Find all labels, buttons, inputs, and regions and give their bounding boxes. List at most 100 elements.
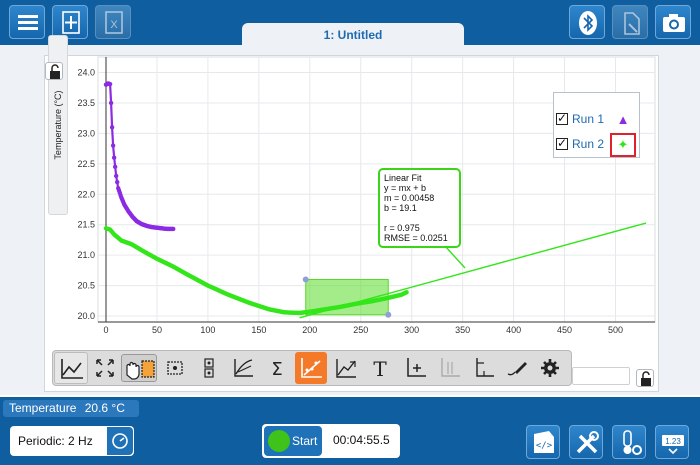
x-tick-label: 350 [455, 325, 470, 335]
sensor-meter[interactable]: Temperature 20.6 °C ▲ [3, 400, 139, 431]
x-tick-label: 300 [404, 325, 419, 335]
y-tick-label: 20.0 [77, 311, 95, 321]
data-point [113, 173, 119, 179]
selection-handle [302, 276, 309, 283]
collection-mode-label: Periodic: 2 Hz [18, 434, 93, 448]
meter-view-button[interactable]: 1.23 [655, 425, 689, 459]
interpolate-button[interactable] [195, 354, 223, 382]
diamond-marker-icon[interactable]: ✦ [610, 133, 636, 157]
annotation-button[interactable]: T [366, 354, 394, 382]
add-view-icon [407, 358, 426, 377]
y-tick-label: 22.5 [77, 159, 95, 169]
svg-text:X: X [110, 19, 118, 31]
integral-icon [336, 359, 356, 378]
fit-intercept: b = 19.1 [384, 203, 417, 213]
y-tick-label: 21.5 [77, 220, 95, 230]
y-tick-label: 23.5 [77, 98, 95, 108]
y-tick-label: 22.0 [77, 189, 95, 199]
data-point [115, 179, 120, 185]
legend-run-2[interactable]: Run 2 ✦ [556, 133, 638, 157]
data-sharing-icon [624, 12, 640, 35]
pan-select-icon [126, 360, 155, 380]
x-tick-label: 200 [302, 325, 317, 335]
x-tick-label: 400 [506, 325, 521, 335]
x-tick-label: 150 [251, 325, 266, 335]
model-button[interactable] [434, 354, 462, 382]
select-region-icon [167, 361, 183, 375]
curve-fit-icon [301, 358, 322, 378]
pan-select-button[interactable] [121, 354, 157, 382]
new-file-button[interactable] [52, 5, 88, 39]
linear-fit-box[interactable]: Linear Fit y = mx + b m = 0.00458 b = 19… [378, 168, 461, 248]
tangent-button[interactable] [229, 354, 257, 382]
menu-button[interactable] [9, 5, 45, 39]
embed-code-icon: </> [534, 431, 554, 453]
graph-options-icon [61, 359, 83, 379]
x-lock-icon[interactable] [636, 369, 654, 387]
menu-icon [18, 15, 38, 30]
settings-gear-icon [541, 359, 559, 377]
embed-code-button[interactable]: </> [526, 425, 560, 459]
data-point [112, 164, 118, 170]
data-point [107, 81, 113, 87]
annotation-icon: T [373, 357, 387, 381]
x-tick-label: 250 [353, 325, 368, 335]
camera-icon [663, 14, 685, 32]
legend-run-2-label: Run 2 [572, 137, 605, 151]
x-tick-label: 50 [152, 325, 162, 335]
run-2-checkbox[interactable] [556, 136, 568, 150]
bluetooth-button[interactable] [569, 5, 605, 39]
lock-icon[interactable] [45, 62, 63, 80]
legend-run-1-label: Run 1 [572, 112, 605, 126]
top-toolbar: X 1: Untitled [0, 0, 700, 46]
autoscale-button[interactable] [91, 354, 119, 382]
sensor-value: 20.6 [84, 401, 109, 415]
elapsed-time: 00:04:55.5 [333, 433, 390, 447]
data-point [111, 155, 117, 160]
run-1-checkbox[interactable] [556, 111, 568, 125]
graph-options-button[interactable] [54, 352, 88, 384]
start-button[interactable]: Start [264, 426, 322, 456]
data-point [108, 100, 114, 106]
graph-legend[interactable]: Run 1 ▲ Run 2 ✦ [553, 92, 640, 158]
horizontal-scroll-field[interactable] [572, 367, 630, 385]
triangle-marker-icon: ▲ [616, 112, 630, 127]
camera-button[interactable] [655, 5, 691, 39]
svg-text:</>: </> [536, 441, 553, 451]
svg-text:Σ: Σ [271, 359, 282, 380]
svg-text:T: T [373, 357, 387, 381]
statistics-button[interactable]: Σ [263, 354, 291, 382]
y-axis-label-tab[interactable] [48, 35, 68, 215]
add-view-button[interactable] [400, 354, 428, 382]
data-sharing-button[interactable] [612, 5, 648, 39]
tangent-icon [234, 359, 253, 377]
draw-prediction-icon [507, 362, 527, 376]
start-label: Start [292, 434, 318, 448]
data-point [109, 125, 115, 130]
x-tick-label: 0 [103, 325, 108, 335]
draw-prediction-button[interactable] [502, 354, 530, 382]
sensor-settings-button[interactable] [612, 425, 646, 459]
data-point [404, 290, 409, 295]
axis-button[interactable] [468, 354, 496, 382]
tools-icon [576, 431, 599, 454]
y-tick-label: 21.0 [77, 250, 95, 260]
svg-text:1.23: 1.23 [665, 437, 681, 446]
data-point [110, 143, 116, 148]
selection-handle [385, 311, 392, 318]
collection-mode-button[interactable]: Periodic: 2 Hz [10, 426, 134, 456]
tools-button[interactable] [569, 425, 603, 459]
y-tick-label: 20.5 [77, 281, 95, 291]
timer-icon [107, 427, 133, 455]
meter-view-icon: 1.23 [662, 435, 684, 455]
legend-run-1[interactable]: Run 1 ▲ [556, 111, 638, 129]
x-tick-label: 500 [608, 325, 623, 335]
integral-button[interactable] [332, 354, 360, 382]
fit-correlation: r = 0.975 [384, 223, 420, 233]
document-tab[interactable]: 1: Untitled [242, 23, 464, 46]
settings-gear-button[interactable] [536, 354, 564, 382]
close-file-button[interactable]: X [95, 5, 131, 39]
curve-fit-button[interactable] [295, 352, 327, 384]
select-region-button[interactable] [161, 354, 189, 382]
